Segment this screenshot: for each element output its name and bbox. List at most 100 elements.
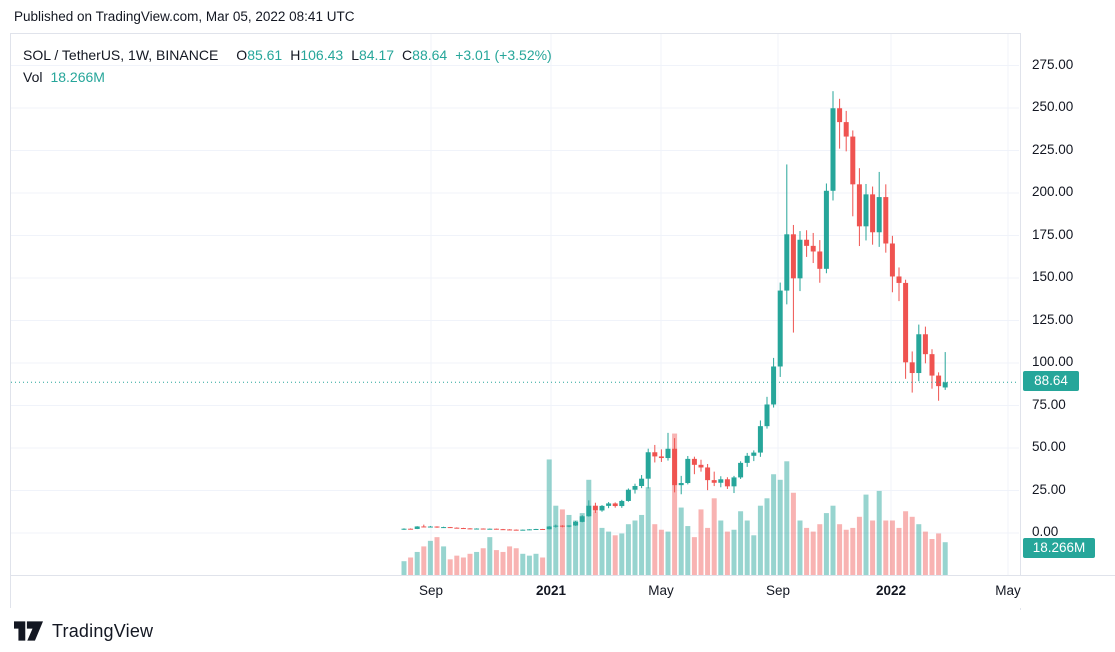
volume-bar [744,520,750,575]
candle-body [493,528,499,530]
candle-body [408,528,414,530]
price-tick-label: 0.00 [1032,524,1059,539]
candle-body [480,528,486,530]
candle-body [784,234,790,291]
volume-bar [632,520,638,575]
candle-body [936,375,942,387]
candle-body [427,526,433,528]
candlestick [559,525,565,528]
candlestick [540,528,546,530]
candlestick [513,529,519,531]
volume-bar [586,479,592,575]
candlestick [592,502,598,513]
volume-bar [916,524,922,575]
candlestick [665,432,671,461]
candle-body [916,334,922,374]
candle-body [942,382,948,388]
candle-wick [898,267,900,302]
ohlc-letter: H [290,47,301,63]
volume-bar [460,557,466,575]
volume-bar [738,511,744,575]
candlestick [784,164,790,305]
volume-bar [513,548,519,575]
candle-body [837,108,843,123]
symbol-title: SOL / TetherUS, 1W, BINANCE [23,47,219,63]
candle-series [401,91,948,531]
candle-body [757,426,763,453]
candlestick [460,527,466,530]
candle-body [691,458,697,465]
ohlc-letter: O [236,47,248,63]
ohlc-letter: L [351,47,359,63]
legend-ohlc-row: SOL / TetherUS, 1W, BINANCE O85.61 H106.43… [23,45,552,65]
volume-bar [579,513,585,575]
volume-bar [500,551,506,575]
candle-wick [667,432,669,461]
price-tick-label: 275.00 [1032,56,1074,72]
candle-body [559,525,565,527]
price-tick-label: 100.00 [1032,354,1074,369]
candlestick [817,240,823,283]
chart-legend: SOL / TetherUS, 1W, BINANCE O85.61 H106.43… [23,45,552,87]
volume-bar [804,527,810,575]
price-tick-label: 50.00 [1032,439,1066,454]
change-value: +3.01 (+3.52%) [455,47,552,63]
volume-bar [408,557,414,575]
candlestick [408,528,414,530]
tradingview-logo-icon[interactable] [14,621,43,641]
candle-body [487,528,493,530]
price-tick-label: 225.00 [1032,141,1074,157]
candlestick [480,528,486,530]
candlestick [487,528,493,530]
published-bar: Published on TradingView.com, Mar 05, 20… [0,0,1115,33]
candlestick [909,351,915,393]
price-axis[interactable]: 88.64 18.266M 275.00 250.00 225.00 200.00 17… [1020,33,1115,610]
price-tick-label: 175.00 [1032,226,1074,242]
volume-bar [672,433,678,575]
candle-body [540,528,546,530]
candlestick [645,448,651,489]
volume-bar [837,524,843,575]
candle-body [830,108,836,191]
volume-bar [606,531,612,575]
volume-bar [566,514,572,575]
candlestick [889,235,895,293]
time-axis[interactable]: Sep 2021 May Sep 2022 May [10,575,1115,608]
tradingview-logo-text[interactable]: TradingView [52,620,154,641]
candlestick [724,477,730,489]
chart-canvas[interactable] [11,34,1019,575]
candlestick [447,526,453,529]
candle-body [526,529,532,531]
volume-series [401,433,948,575]
candlestick [751,450,757,462]
volume-bar [658,529,664,575]
candlestick [612,502,618,508]
candlestick [718,476,724,488]
candle-body [553,525,559,527]
volume-bar [929,539,935,575]
volume-badge: 18.266M [1023,538,1095,558]
volume-bar [645,487,651,575]
candle-wick [423,524,425,528]
candle-wick [713,471,715,487]
volume-bar [731,529,737,575]
footer: TradingView [0,610,1115,652]
volume-bar [810,531,816,575]
candlestick [414,526,420,530]
candle-body [876,197,882,233]
candle-body [922,334,928,355]
volume-bar [639,514,645,575]
volume-bar [546,459,552,575]
candle-body [896,276,902,283]
candle-body [592,505,598,511]
chart-panel[interactable]: SOL / TetherUS, 1W, BINANCE O85.61 H106.43… [10,33,1020,575]
volume-bar [434,537,440,575]
volume-bar [520,553,526,575]
candlestick [922,326,928,364]
candlestick [916,324,922,382]
candle-body [401,528,407,530]
volume-bar [856,516,862,575]
candlestick [711,471,717,487]
volume-bar [467,553,473,575]
volume-bar [922,531,928,575]
